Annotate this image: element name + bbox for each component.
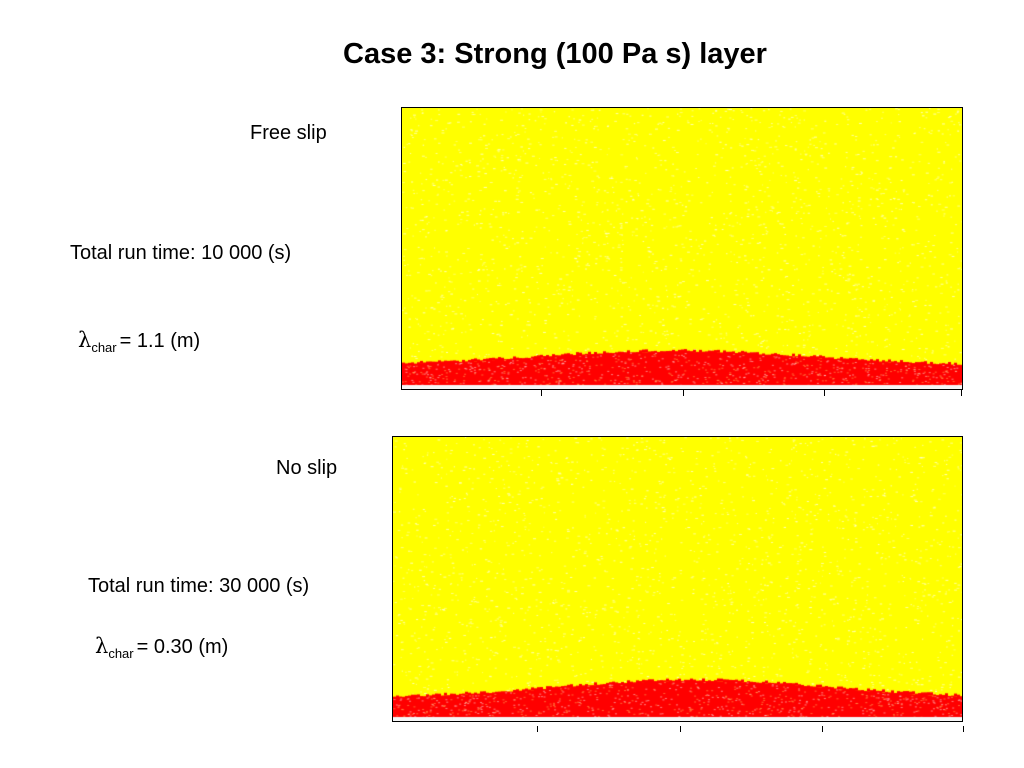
lambda-symbol: λ [95,634,109,658]
lambda-symbol: λ [78,328,92,352]
case-no-slip-label: No slip [276,457,338,479]
case-no-slip-run-time: Total run time: 30 000 (s) [88,575,310,597]
lambda-subscript: char [108,646,134,661]
axis-tick [537,726,538,732]
axis-tick [541,390,542,396]
axis-tick [680,726,681,732]
simulation-image-no-slip [393,437,962,721]
lambda-value: = 1.1 (m) [119,330,201,352]
axis-tick [683,390,684,396]
lambda-subscript: char [91,340,117,355]
simulation-image-free-slip [402,108,962,389]
case-free-slip-lambda: λchar = 1.1 (m) [78,328,200,355]
case-free-slip-label: Free slip [250,122,327,144]
axis-tick [824,390,825,396]
slide-title: Case 3: Strong (100 Pa s) layer [343,38,767,70]
simulation-panel-no-slip [392,436,963,722]
lambda-value: = 0.30 (m) [136,636,229,658]
case-no-slip-lambda: λchar = 0.30 (m) [95,634,228,661]
simulation-panel-free-slip [401,107,963,390]
axis-tick [822,726,823,732]
axis-tick [963,726,964,732]
case-free-slip-run-time: Total run time: 10 000 (s) [70,242,292,264]
axis-tick [961,390,962,396]
